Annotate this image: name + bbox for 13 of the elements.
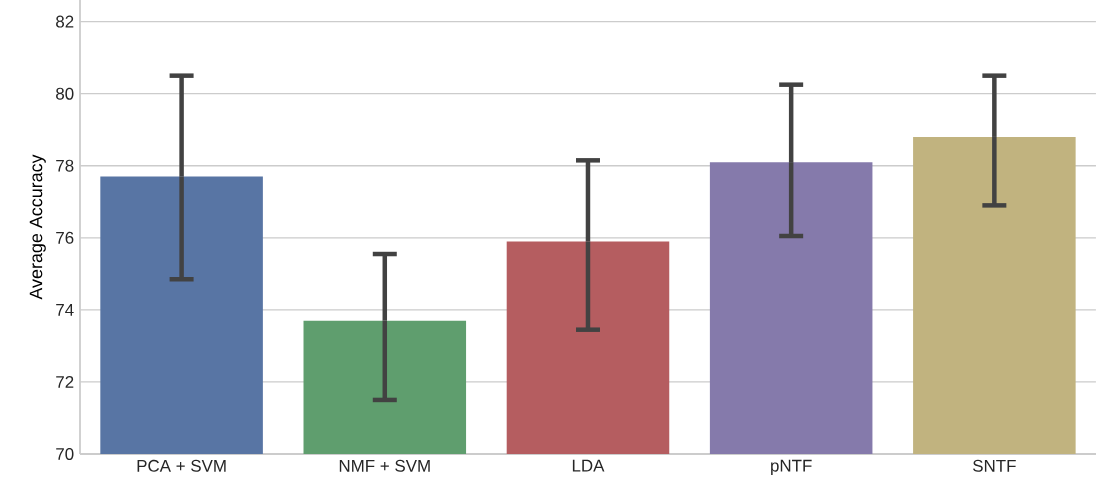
x-tick-label: NMF + SVM xyxy=(339,459,430,472)
y-tick-label: 70 xyxy=(56,448,74,460)
x-tick-label: SNTF xyxy=(973,459,1016,472)
y-tick-label: 80 xyxy=(56,87,74,100)
y-tick-label: 72 xyxy=(56,376,74,388)
y-tick-label: 78 xyxy=(56,159,74,172)
x-tick-label: PCA + SVM xyxy=(137,459,226,472)
x-tick-label: pNTF xyxy=(771,459,812,476)
x-tick-label: LDA xyxy=(572,459,605,472)
y-axis-title: Average Accuracy xyxy=(29,154,46,300)
y-tick-label: 82 xyxy=(56,15,74,28)
y-tick-label: 74 xyxy=(56,304,74,316)
y-tick-label: 76 xyxy=(56,231,74,244)
